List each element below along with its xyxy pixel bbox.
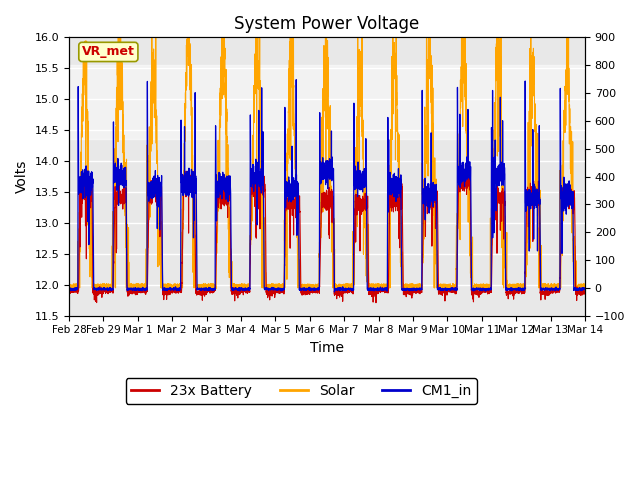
Legend: 23x Battery, Solar, CM1_in: 23x Battery, Solar, CM1_in (125, 378, 477, 404)
Text: VR_met: VR_met (82, 46, 135, 59)
Title: System Power Voltage: System Power Voltage (234, 15, 420, 33)
X-axis label: Time: Time (310, 341, 344, 355)
Y-axis label: Volts: Volts (15, 160, 29, 193)
Bar (69, 65, 585, 139)
